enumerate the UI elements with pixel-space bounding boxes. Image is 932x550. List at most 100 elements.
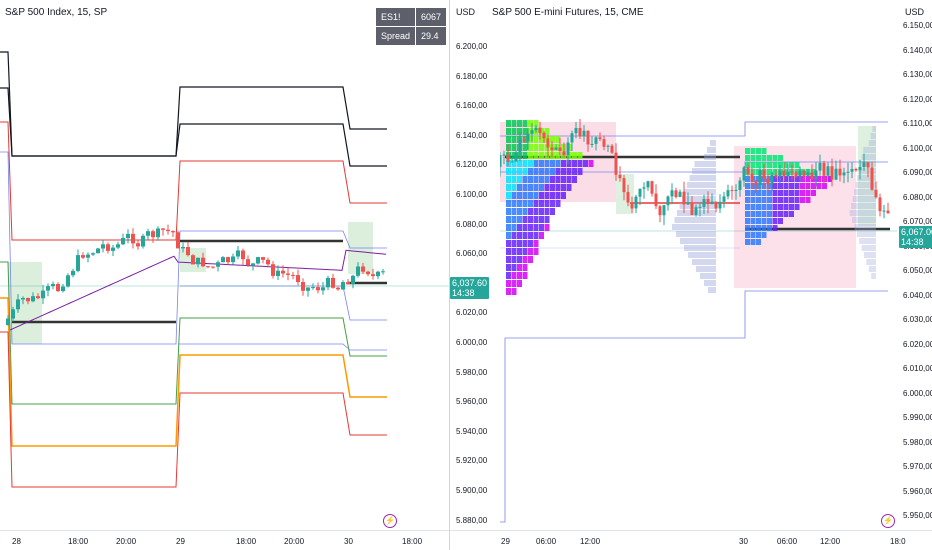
volume-profile-cell [772,197,778,203]
volume-profile-cell [756,155,761,161]
volume-profile-cell [511,120,517,127]
candle-body [246,259,250,266]
right-axis-price-label: 6.120,00 [903,94,932,104]
volume-profile-cell [767,204,772,210]
left-time-label-7: 18:00 [402,537,423,546]
right-axis-price-label: 6.020,00 [903,339,932,349]
volume-profile-cell [533,136,539,143]
volume-histogram-bar [672,224,716,230]
right-axis-price-label: 6.050,00 [903,266,932,275]
volume-profile-cell [789,183,794,189]
volume-profile-cell [761,155,767,161]
volume-profile-cell [517,120,522,127]
candle-body [326,277,330,288]
candle-body [498,155,502,167]
candle-body [522,139,526,142]
right-axis-price-label: 6.130,00 [903,70,932,79]
volume-histogram-bar [858,168,876,174]
candle-body [336,287,340,290]
volume-profile-cell [517,208,522,215]
candle-body [850,169,854,172]
level-line [178,343,387,351]
right-lightning-icon[interactable]: ⚡ [881,514,895,528]
volume-profile-cell [517,224,522,231]
volume-profile-cell [800,190,805,196]
volume-profile-cell [544,224,550,231]
right-chart-pane[interactable]: USD S&P 500 E-mini Futures, 15, CME USD … [450,0,932,550]
right-time-axis[interactable]: 29 06:00 12:00 30 06:00 12:00 18:0 [450,530,932,550]
candle-body [822,162,826,176]
volume-profile-cell [761,204,767,210]
candle-body [590,144,594,145]
right-left-price-axis[interactable] [450,0,500,530]
volume-profile-cell [511,208,517,215]
volume-profile-cell [772,225,778,231]
candle-body [594,137,598,144]
volume-profile-cell [528,200,533,207]
volume-profile-cell [517,160,522,167]
right-time-label-6: 18:0 [890,537,906,546]
volume-histogram-bar [872,126,876,132]
right-right-price-axis[interactable] [897,0,932,530]
volume-profile-cell [789,211,794,217]
level-line [0,87,387,167]
volume-profile-cell [767,162,772,168]
volume-profile-cell [539,200,544,207]
left-axis-price-label: 5.880,00 [456,515,488,525]
currency-left[interactable]: USD [456,7,476,17]
left-axis-price-label: 6.060,00 [456,249,488,259]
candle-body [141,235,145,247]
currency-right[interactable]: USD [905,7,925,17]
candle-body [858,167,862,171]
volume-histogram-bar [861,245,876,251]
candle-body [790,171,794,173]
candle-body [126,233,130,238]
volume-profile-cell [511,192,517,199]
candle-body [371,274,375,277]
candle-body [598,137,602,140]
volume-profile-cell [750,232,756,238]
volume-profile-cell [544,128,550,135]
volume-profile-cell [572,176,577,183]
volume-profile-cell [750,211,756,217]
volume-profile-cell [511,216,517,223]
candle-body [646,181,650,188]
left-time-label-6: 30 [344,537,353,546]
volume-profile-cell [561,160,566,167]
right-axis-price-label: 6.070,00 [903,217,932,226]
candle-body [61,286,65,292]
volume-profile-cell [561,168,566,175]
volume-profile-cell [539,168,544,175]
volume-profile-cell [506,168,511,175]
candle-body [306,287,310,291]
volume-profile-cell [517,216,522,223]
left-time-axis[interactable]: 28 18:00 20:00 29 18:00 20:00 30 18:00 [0,530,449,550]
left-chart-pane[interactable]: S&P 500 Index, 15, SP ES1! 6067 Spread 2… [0,0,449,550]
candle-body [694,207,698,215]
candle-body [582,130,586,137]
volume-profile-cell [772,190,778,196]
volume-profile-cell [745,197,750,203]
left-chart-canvas[interactable] [0,0,449,550]
volume-profile-cell [761,197,767,203]
volume-profile-cell [528,216,533,223]
left-axis-price-label: 5.980,00 [456,367,488,377]
left-time-label-3: 29 [176,537,185,546]
volume-profile-cell [745,190,750,196]
candle-body [814,170,818,179]
volume-histogram-bar [704,280,716,286]
volume-histogram-bar [692,259,716,265]
right-chart-canvas[interactable] [450,0,932,550]
right-axis-price-label: 5.960,00 [903,486,932,496]
left-axis-price-label: 6.080,00 [456,219,488,229]
volume-profile-cell [756,204,761,210]
volume-profile-cell [522,144,528,151]
candle-body [714,201,718,209]
level-line [500,290,888,523]
right-axis-price-label: 6.140,00 [903,45,932,55]
candle-body [762,170,766,179]
left-lightning-icon[interactable]: ⚡ [383,514,397,528]
candle-body [221,257,225,263]
volume-profile-cell [544,216,550,223]
pane-divider[interactable] [449,0,450,550]
